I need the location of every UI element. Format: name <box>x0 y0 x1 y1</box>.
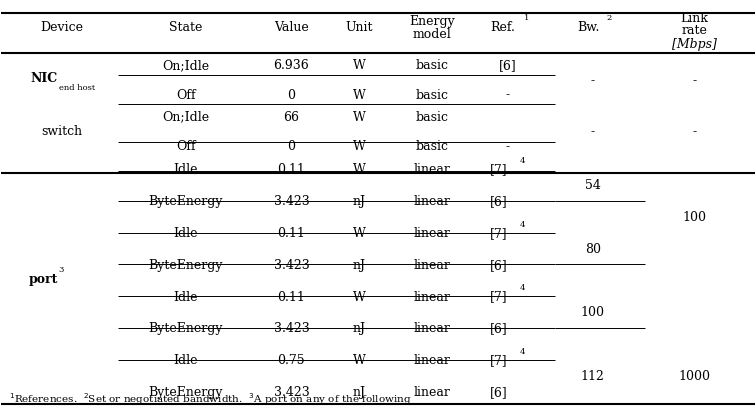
Text: Bw.: Bw. <box>578 21 600 34</box>
Text: Idle: Idle <box>174 353 198 366</box>
Text: model: model <box>413 28 451 41</box>
Text: W: W <box>353 163 366 176</box>
Text: [Mbps]: [Mbps] <box>672 38 717 51</box>
Text: linear: linear <box>414 290 451 303</box>
Text: basic: basic <box>416 110 449 123</box>
Text: Off: Off <box>176 140 196 153</box>
Text: port: port <box>29 272 58 285</box>
Text: 4: 4 <box>520 347 525 355</box>
Text: $^{1}$References.  $^{2}$Set or negotiated bandwidth.  $^{3}$A port on any of th: $^{1}$References. $^{2}$Set or negotiate… <box>9 390 411 406</box>
Text: 0: 0 <box>287 140 296 153</box>
Text: Link: Link <box>680 12 708 25</box>
Text: 100: 100 <box>581 306 605 319</box>
Text: W: W <box>353 353 366 366</box>
Text: 6.936: 6.936 <box>274 58 309 72</box>
Text: -: - <box>506 140 510 153</box>
Text: -: - <box>692 74 696 87</box>
Text: W: W <box>353 140 366 153</box>
Text: -: - <box>590 125 595 138</box>
Text: 66: 66 <box>284 110 299 123</box>
Text: basic: basic <box>416 88 449 101</box>
Text: Energy: Energy <box>409 15 455 28</box>
Text: NIC: NIC <box>31 72 58 85</box>
Text: 3.423: 3.423 <box>274 321 309 335</box>
Text: [7]: [7] <box>490 290 507 303</box>
Text: 0.11: 0.11 <box>277 290 305 303</box>
Text: 100: 100 <box>683 211 706 224</box>
Text: -: - <box>590 74 595 87</box>
Text: [6]: [6] <box>490 258 507 271</box>
Text: Unit: Unit <box>345 21 373 34</box>
Text: W: W <box>353 88 366 101</box>
Text: [7]: [7] <box>490 353 507 366</box>
Text: State: State <box>169 21 203 34</box>
Text: [7]: [7] <box>490 227 507 239</box>
Text: [6]: [6] <box>490 321 507 335</box>
Text: linear: linear <box>414 195 451 208</box>
Text: 54: 54 <box>584 179 600 192</box>
Text: W: W <box>353 227 366 239</box>
Text: [7]: [7] <box>490 163 507 176</box>
Text: basic: basic <box>416 140 449 153</box>
Text: 3.423: 3.423 <box>274 385 309 398</box>
Text: Value: Value <box>274 21 308 34</box>
Text: rate: rate <box>681 24 708 37</box>
Text: nJ: nJ <box>352 321 366 335</box>
Text: 3.423: 3.423 <box>274 258 309 271</box>
Text: basic: basic <box>416 58 449 72</box>
Text: switch: switch <box>41 125 82 138</box>
Text: On;Idle: On;Idle <box>163 58 209 72</box>
Text: linear: linear <box>414 227 451 239</box>
Text: On;Idle: On;Idle <box>163 110 209 123</box>
Text: 3.423: 3.423 <box>274 195 309 208</box>
Text: Idle: Idle <box>174 227 198 239</box>
Text: 4: 4 <box>520 283 525 291</box>
Text: 2: 2 <box>606 13 612 22</box>
Text: W: W <box>353 110 366 123</box>
Text: 0.11: 0.11 <box>277 163 305 176</box>
Text: linear: linear <box>414 258 451 271</box>
Text: ByteEnergy: ByteEnergy <box>149 385 223 398</box>
Text: Ref.: Ref. <box>491 21 516 34</box>
Text: ByteEnergy: ByteEnergy <box>149 258 223 271</box>
Text: 0.11: 0.11 <box>277 227 305 239</box>
Text: 112: 112 <box>581 369 605 382</box>
Text: -: - <box>506 88 510 101</box>
Text: Idle: Idle <box>174 163 198 176</box>
Text: 1: 1 <box>524 13 529 22</box>
Text: 4: 4 <box>520 157 525 164</box>
Text: end host: end host <box>60 83 96 92</box>
Text: W: W <box>353 290 366 303</box>
Text: Off: Off <box>176 88 196 101</box>
Text: linear: linear <box>414 321 451 335</box>
Text: nJ: nJ <box>352 258 366 271</box>
Text: [6]: [6] <box>490 195 507 208</box>
Text: ByteEnergy: ByteEnergy <box>149 195 223 208</box>
Text: linear: linear <box>414 385 451 398</box>
Text: linear: linear <box>414 163 451 176</box>
Text: 3: 3 <box>59 265 64 273</box>
Text: ByteEnergy: ByteEnergy <box>149 321 223 335</box>
Text: [6]: [6] <box>499 58 516 72</box>
Text: 0.75: 0.75 <box>277 353 305 366</box>
Text: nJ: nJ <box>352 385 366 398</box>
Text: Device: Device <box>40 21 83 34</box>
Text: 4: 4 <box>520 220 525 228</box>
Text: 0: 0 <box>287 88 296 101</box>
Text: nJ: nJ <box>352 195 366 208</box>
Text: Idle: Idle <box>174 290 198 303</box>
Text: -: - <box>692 125 696 138</box>
Text: [6]: [6] <box>490 385 507 398</box>
Text: 1000: 1000 <box>678 369 711 382</box>
Text: W: W <box>353 58 366 72</box>
Text: 80: 80 <box>584 242 601 255</box>
Text: linear: linear <box>414 353 451 366</box>
